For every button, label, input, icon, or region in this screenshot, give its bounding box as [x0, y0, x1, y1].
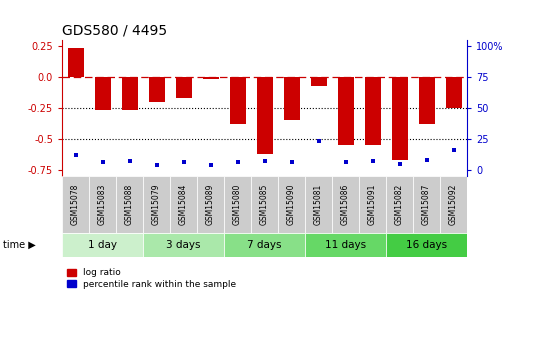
- Bar: [170, 176, 197, 233]
- Text: GDS580 / 4495: GDS580 / 4495: [62, 23, 167, 37]
- Bar: [256, 77, 273, 154]
- Bar: [122, 77, 138, 110]
- Bar: [418, 77, 435, 124]
- Bar: [62, 233, 143, 257]
- Bar: [176, 77, 192, 98]
- Bar: [364, 77, 381, 145]
- Text: GSM15091: GSM15091: [368, 184, 377, 225]
- Bar: [202, 77, 219, 79]
- Text: GSM15082: GSM15082: [395, 184, 404, 225]
- Bar: [386, 176, 413, 233]
- Legend: log ratio, percentile rank within the sample: log ratio, percentile rank within the sa…: [66, 268, 236, 289]
- Text: 11 days: 11 days: [325, 240, 366, 250]
- Bar: [440, 176, 467, 233]
- Text: GSM15083: GSM15083: [98, 184, 107, 225]
- Bar: [278, 176, 305, 233]
- Bar: [116, 176, 143, 233]
- Bar: [338, 77, 354, 145]
- Text: 7 days: 7 days: [247, 240, 282, 250]
- Text: GSM15080: GSM15080: [233, 184, 242, 225]
- Text: GSM15079: GSM15079: [152, 184, 161, 225]
- Text: time ▶: time ▶: [3, 240, 36, 250]
- Bar: [230, 77, 246, 124]
- Bar: [143, 176, 170, 233]
- Bar: [413, 176, 440, 233]
- Bar: [224, 176, 251, 233]
- Text: GSM15084: GSM15084: [179, 184, 188, 225]
- Text: 16 days: 16 days: [406, 240, 447, 250]
- Text: GSM15088: GSM15088: [125, 184, 134, 225]
- Text: GSM15090: GSM15090: [287, 184, 296, 225]
- Bar: [89, 176, 116, 233]
- Bar: [386, 233, 467, 257]
- Bar: [359, 176, 386, 233]
- Text: GSM15092: GSM15092: [449, 184, 458, 225]
- Bar: [392, 77, 408, 160]
- Text: 3 days: 3 days: [166, 240, 201, 250]
- Text: GSM15086: GSM15086: [341, 184, 350, 225]
- Bar: [68, 48, 84, 77]
- Bar: [305, 176, 332, 233]
- Bar: [284, 77, 300, 120]
- Text: GSM15089: GSM15089: [206, 184, 215, 225]
- Text: 1 day: 1 day: [88, 240, 117, 250]
- Text: GSM15078: GSM15078: [71, 184, 80, 225]
- Text: GSM15087: GSM15087: [422, 184, 431, 225]
- Bar: [197, 176, 224, 233]
- Bar: [310, 77, 327, 86]
- Bar: [94, 77, 111, 110]
- Bar: [62, 176, 89, 233]
- Bar: [224, 233, 305, 257]
- Bar: [143, 233, 224, 257]
- Text: GSM15081: GSM15081: [314, 184, 323, 225]
- Bar: [251, 176, 278, 233]
- Bar: [332, 176, 359, 233]
- Bar: [305, 233, 386, 257]
- Bar: [446, 77, 462, 108]
- Bar: [148, 77, 165, 102]
- Text: GSM15085: GSM15085: [260, 184, 269, 225]
